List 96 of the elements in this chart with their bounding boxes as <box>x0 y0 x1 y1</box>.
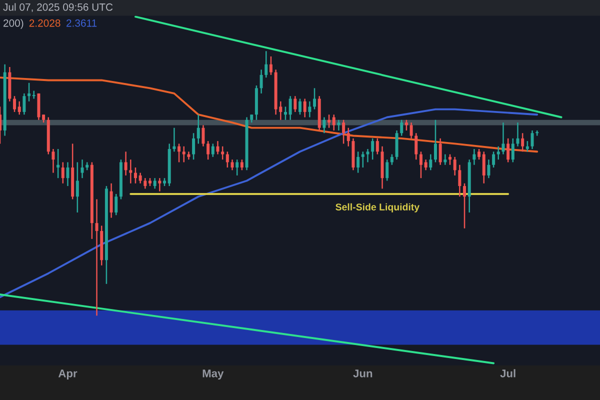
candlestick <box>129 158 132 184</box>
text: 2.2028 <box>29 19 60 27</box>
candlestick <box>511 138 514 163</box>
x-tick-label: Jun <box>353 370 372 378</box>
candlestick <box>76 162 79 214</box>
candlestick <box>298 98 302 116</box>
x-tick-label: Apr <box>58 370 78 380</box>
candlestick <box>56 148 60 179</box>
annotation: Sell-Side Liquidity <box>336 203 420 212</box>
candlestick <box>284 106 287 121</box>
candlestick <box>269 56 272 76</box>
candlestick <box>66 162 70 187</box>
candlestick <box>216 140 220 155</box>
candlestick <box>32 90 36 100</box>
candlestick <box>332 114 336 132</box>
candlestick <box>328 114 331 128</box>
candlestick <box>22 92 26 116</box>
candlestick <box>526 140 529 152</box>
candlestick <box>192 132 196 160</box>
candlestick <box>516 122 520 147</box>
candlestick <box>390 154 394 166</box>
candlestick <box>196 114 200 144</box>
candlestick <box>496 146 500 160</box>
candlestick <box>453 156 456 176</box>
candlestick <box>264 50 268 78</box>
candlestick <box>158 177 162 192</box>
candlestick <box>502 122 505 155</box>
candlestick <box>448 154 452 166</box>
candlestick <box>404 119 408 132</box>
candlestick <box>414 132 418 160</box>
candlestick <box>236 158 239 176</box>
candlestick <box>230 158 234 171</box>
candlestick <box>226 151 229 168</box>
candlestick <box>221 146 224 160</box>
candlestick <box>134 166 137 184</box>
candlestick <box>356 151 360 174</box>
candlestick <box>386 158 389 182</box>
candlestick <box>521 132 524 152</box>
candlestick <box>482 151 486 184</box>
candlestick <box>313 88 316 110</box>
candlestick <box>153 177 156 190</box>
candlestick <box>530 130 534 150</box>
candlestick <box>28 82 31 102</box>
candlestick <box>492 151 496 168</box>
candlestick <box>429 154 432 171</box>
candlestick <box>376 138 379 155</box>
candlestick <box>419 151 422 179</box>
candlestick <box>288 95 292 121</box>
candlestick <box>308 100 312 118</box>
candlestick <box>346 127 350 147</box>
candlestick <box>13 95 16 113</box>
candlestick <box>506 138 510 163</box>
candlestick <box>260 69 263 94</box>
x-tick-label: May <box>202 370 224 380</box>
candlestick <box>342 119 346 144</box>
candlestick <box>95 198 98 316</box>
candlestick <box>172 127 176 152</box>
candlestick <box>337 119 340 132</box>
candlestick <box>114 193 118 216</box>
candlestick <box>144 177 147 190</box>
candlestick <box>80 158 84 179</box>
candlestick <box>206 140 210 160</box>
candlestick <box>366 148 370 163</box>
candlestick <box>361 151 364 168</box>
candlestick <box>178 143 181 163</box>
candlestick <box>240 158 244 171</box>
candlestick <box>478 148 481 160</box>
text: Jul 07, 2025 09:56 UTC <box>3 3 113 12</box>
candlestick <box>434 119 437 163</box>
candlestick <box>138 172 142 184</box>
candlestick <box>294 95 297 113</box>
candlestick <box>472 148 476 166</box>
candlestick <box>61 162 64 184</box>
candlestick <box>438 138 442 166</box>
candlestick <box>202 124 205 147</box>
candlestick <box>400 119 404 136</box>
x-tick-label: Jul <box>500 369 516 378</box>
candlestick <box>463 182 466 229</box>
candlestick <box>371 138 374 160</box>
candlestick <box>444 154 447 166</box>
candlestick <box>37 92 40 121</box>
candlestick <box>211 143 214 158</box>
candlestick <box>18 100 21 116</box>
candlestick <box>487 158 490 179</box>
candlestick <box>395 130 398 160</box>
text: 200) <box>4 19 24 29</box>
candlestick <box>52 148 55 174</box>
candlestick <box>124 151 128 176</box>
candlestick <box>410 122 413 140</box>
candlestick <box>424 158 428 171</box>
candlestick <box>182 146 186 163</box>
text: 2.3611 <box>66 19 97 27</box>
candlestick <box>322 116 326 134</box>
candlestick <box>110 182 113 218</box>
candlestick <box>303 98 306 118</box>
candlestick <box>458 164 462 198</box>
